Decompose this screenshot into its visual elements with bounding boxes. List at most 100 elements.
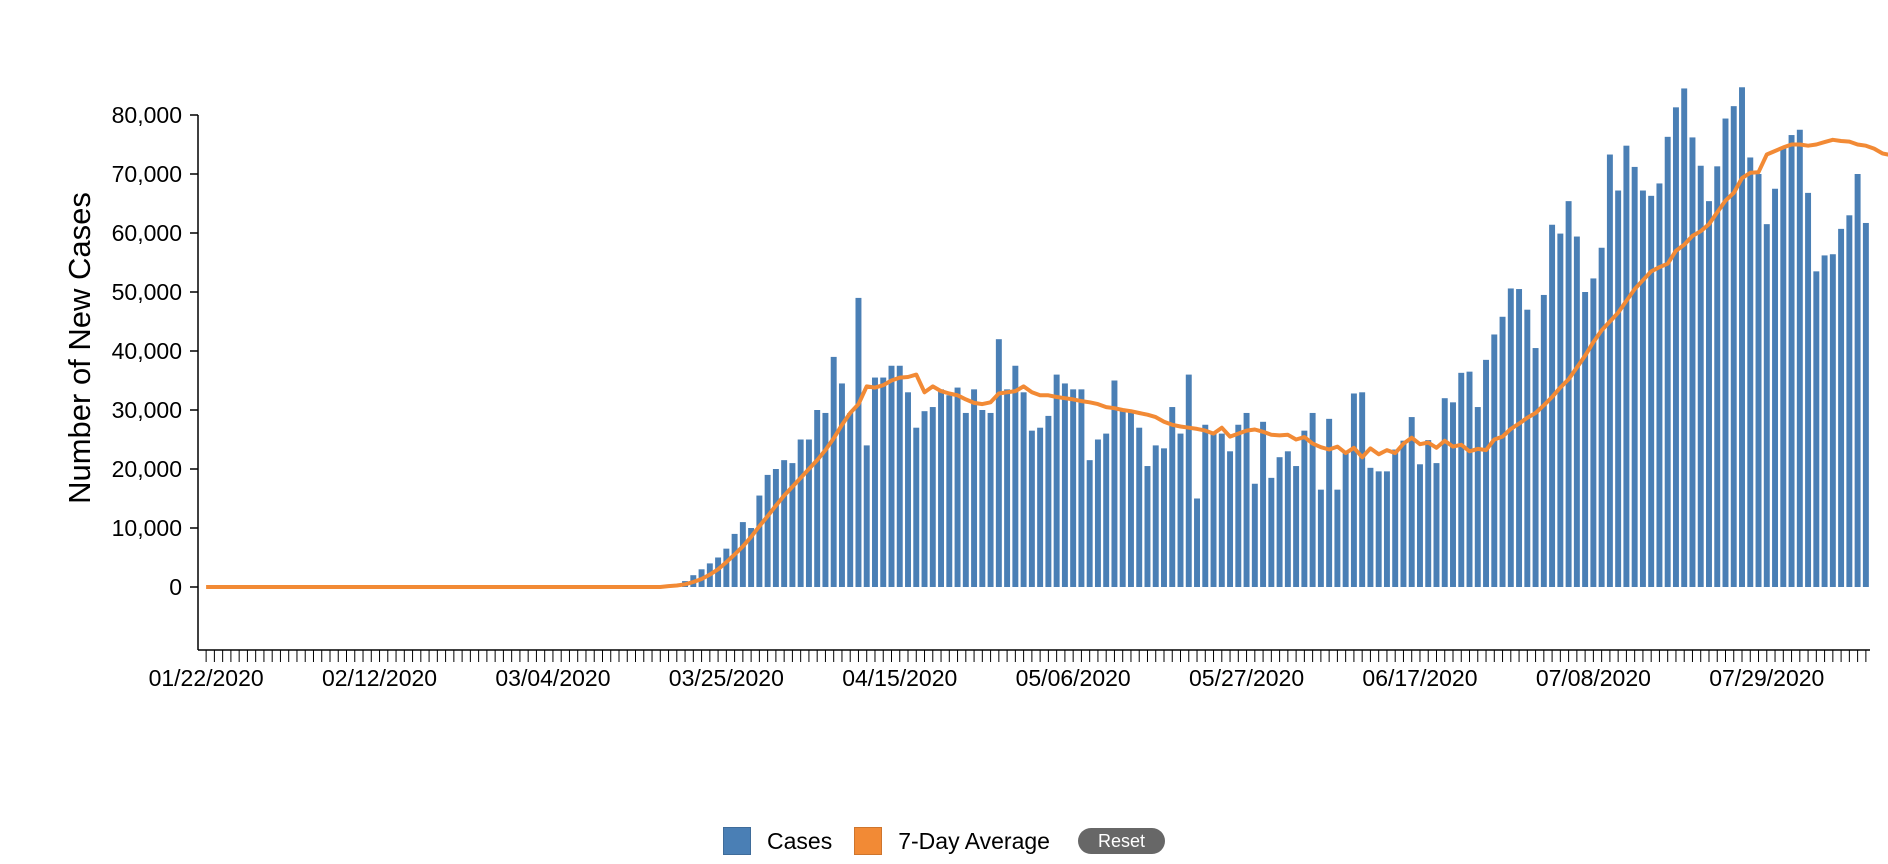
bar-cases [1706,201,1712,587]
bar-cases [1862,222,1869,587]
bar-cases [1747,157,1754,588]
bar-cases [715,557,722,587]
bar-cases [1392,449,1399,587]
bar-cases [896,365,903,587]
bar-cases [1606,154,1613,587]
bar-cases [1772,188,1779,587]
bar-cases [1111,380,1118,587]
bar-cases [1813,271,1820,587]
bar-cases [1070,389,1077,587]
bar-cases [1689,137,1696,588]
reset-button[interactable]: Reset [1077,828,1165,854]
bar-cases [1788,135,1795,587]
bar-cases [1507,288,1514,587]
bar-cases [1656,183,1663,587]
bar-cases [1408,417,1415,587]
bar-cases [1334,489,1341,587]
bar-cases [1309,412,1316,587]
y-tick-label: 30,000 [112,397,182,423]
bar-cases [1590,278,1597,587]
bar-cases [1276,457,1283,587]
legend-label-7-day-average: 7-Day Average [898,827,1050,854]
bar-cases [1450,402,1456,587]
bar-cases [1094,439,1101,587]
bar-cases [1557,233,1564,587]
x-tick-label: 01/22/2020 [149,665,264,691]
bar-cases [1466,371,1473,587]
bar-cases [995,339,1002,587]
bar-cases [1549,224,1556,588]
bar-cases [1846,215,1853,588]
bar-cases [1383,471,1390,587]
x-tick-label: 06/17/2020 [1362,665,1477,691]
bar-cases [1185,374,1192,587]
bar-cases [772,469,779,587]
bar-cases [1251,483,1258,587]
bar-cases [1639,190,1646,587]
bar-cases [1359,392,1366,587]
legend-swatch-cases [723,827,752,855]
legend: Cases 7-Day Average Reset [0,824,1888,858]
bar-cases [1400,440,1407,587]
bar-cases [748,528,755,587]
bar-cases [1681,88,1688,587]
bar-cases [838,383,845,587]
bar-cases [1697,165,1704,588]
bar-cases [863,445,870,587]
bar-cases [855,297,862,587]
bar-cases [1119,410,1126,587]
bar-series-cases [665,87,1869,588]
bar-cases [1375,471,1382,587]
y-tick-label: 80,000 [112,102,182,128]
bar-cases [1037,427,1044,587]
bar-cases [723,548,730,587]
bar-cases [1730,106,1737,588]
bar-cases [1672,107,1679,587]
bar-cases [781,460,788,587]
legend-item-cases[interactable]: Cases [723,827,832,855]
y-tick-label: 10,000 [112,515,182,541]
x-axis: 01/22/2020 02/12/2020 03/04/2020 03/25/2020… [149,649,1870,691]
bar-cases [1227,451,1234,587]
bar-cases [1714,166,1721,587]
bar-cases [979,410,986,587]
bar-cases [1350,393,1357,587]
bar-cases [1648,195,1655,587]
bar-cases [1763,224,1770,587]
bar-cases [756,495,763,587]
bar-cases [1127,410,1134,587]
bar-cases [1342,452,1349,587]
bar-cases [1565,201,1572,587]
bar-cases [1317,489,1324,587]
bar-cases [1615,190,1622,587]
bar-cases [1854,174,1861,587]
x-tick-label: 05/27/2020 [1189,665,1304,691]
bar-cases [1631,166,1638,588]
bar-cases [1367,467,1374,587]
bar-cases [789,463,796,587]
y-tick-label: 40,000 [112,338,182,364]
bar-cases [797,439,804,587]
bar-cases [764,474,771,587]
line-series-7-day-average [206,137,1888,589]
bar-cases [1012,365,1019,587]
chart: 0 10,000 20,000 30,000 40,000 50,000 60,000 70,… [62,87,1888,691]
x-tick-label: 04/15/2020 [842,665,957,691]
bar-cases [1235,424,1242,587]
bar-cases [1103,433,1110,587]
bar-cases [814,410,821,587]
bar-cases [1664,136,1671,587]
x-tick-label: 03/25/2020 [669,665,784,691]
bar-cases [1524,309,1531,587]
bar-cases [938,389,945,587]
y-tick-label: 20,000 [112,456,182,482]
bar-cases [1796,129,1803,587]
bar-cases [1194,498,1200,587]
y-tick-label: 70,000 [112,161,182,187]
legend-item-7-day-average[interactable]: 7-Day Average [854,827,1050,855]
bar-cases [946,395,953,587]
bar-cases [921,411,928,587]
x-tick-label: 03/04/2020 [495,665,610,691]
bar-cases [1425,440,1432,587]
x-tick-label: 02/12/2020 [322,665,437,691]
